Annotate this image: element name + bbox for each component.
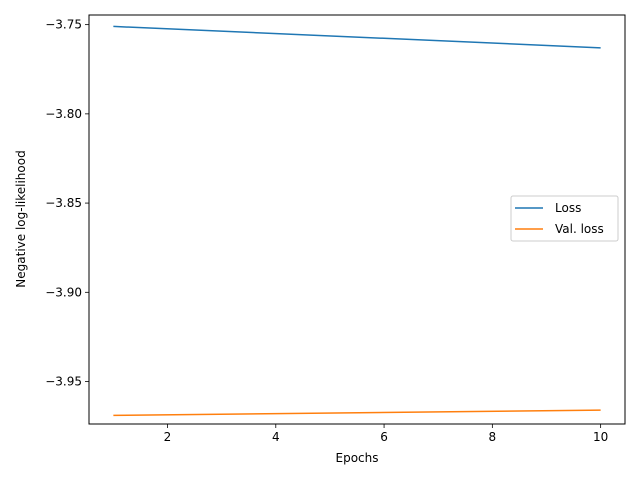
y-axis: −3.75 −3.80 −3.85 −3.90 −3.95 xyxy=(45,18,89,389)
plot-frame xyxy=(88,14,626,425)
series-line-1 xyxy=(113,25,601,49)
y-tick-label: −3.75 xyxy=(45,18,82,32)
x-tick-label: 8 xyxy=(489,430,497,444)
x-axis-label: Epochs xyxy=(336,451,379,465)
y-tick-label: −3.85 xyxy=(45,196,82,210)
y-tick-label: −3.95 xyxy=(45,375,82,389)
legend-label: Val. loss xyxy=(555,222,604,236)
y-tick-label: −3.80 xyxy=(45,107,82,121)
plot-layer xyxy=(113,25,601,417)
legend-label: Loss xyxy=(555,201,581,215)
x-tick-label: 10 xyxy=(593,430,608,444)
x-tick-label: 4 xyxy=(272,430,280,444)
x-tick-label: 2 xyxy=(164,430,172,444)
y-axis-label: Negative log-likelihood xyxy=(14,150,28,287)
y-tick-label: −3.90 xyxy=(45,285,82,299)
x-axis: 2 4 6 8 10 xyxy=(164,424,608,444)
series-line-2 xyxy=(113,409,601,417)
x-tick-label: 6 xyxy=(380,430,388,444)
legend: Loss Val. loss xyxy=(510,195,619,242)
